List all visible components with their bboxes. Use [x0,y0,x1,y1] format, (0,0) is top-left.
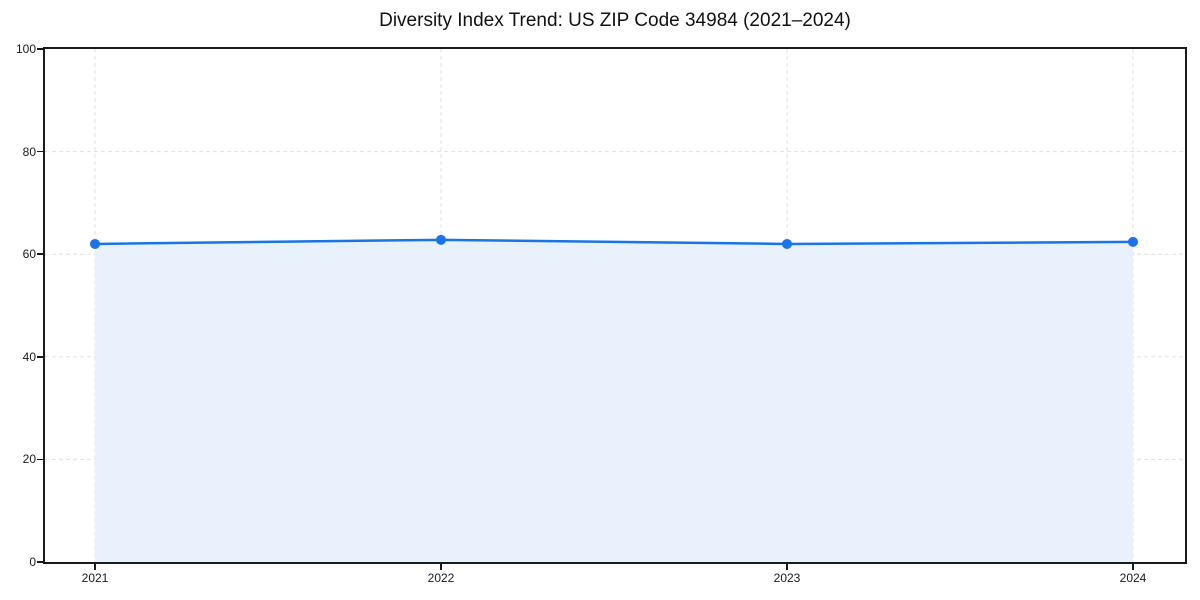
data-point-2023 [782,238,792,249]
x-tick-label-2023: 2023 [773,571,801,585]
y-tick-mark-100 [37,48,43,50]
chart-title: Diversity Index Trend: US ZIP Code 34984… [379,10,851,31]
y-tick-mark-80 [37,150,43,153]
y-tick-mark-60 [37,253,43,255]
x-tick-label-2024: 2024 [1119,571,1147,585]
plot-canvas [45,49,1185,562]
x-tick-label-2021: 2021 [81,571,109,585]
x-tick-mark-2024 [1132,564,1134,570]
data-point-2024 [1128,236,1138,247]
y-tick-label-40: 40 [22,349,36,364]
x-tick-mark-2022 [440,564,442,570]
y-tick-label-80: 80 [22,144,36,159]
area-fill [95,239,1133,562]
y-tick-label-0: 0 [29,555,36,569]
y-tick-mark-40 [37,356,43,358]
plot-area [43,47,1187,564]
y-tick-label-20: 20 [22,452,36,467]
y-tick-mark-0 [37,561,43,563]
x-tick-mark-2021 [94,564,96,570]
x-tick-label-2022: 2022 [427,571,455,585]
y-tick-label-60: 60 [22,247,36,262]
data-point-2021 [90,238,100,249]
x-tick-mark-2023 [786,564,788,570]
trend-line [93,238,1135,246]
y-tick-label-100: 100 [15,42,36,56]
data-point-2022 [436,234,446,245]
y-tick-mark-20 [37,458,43,461]
